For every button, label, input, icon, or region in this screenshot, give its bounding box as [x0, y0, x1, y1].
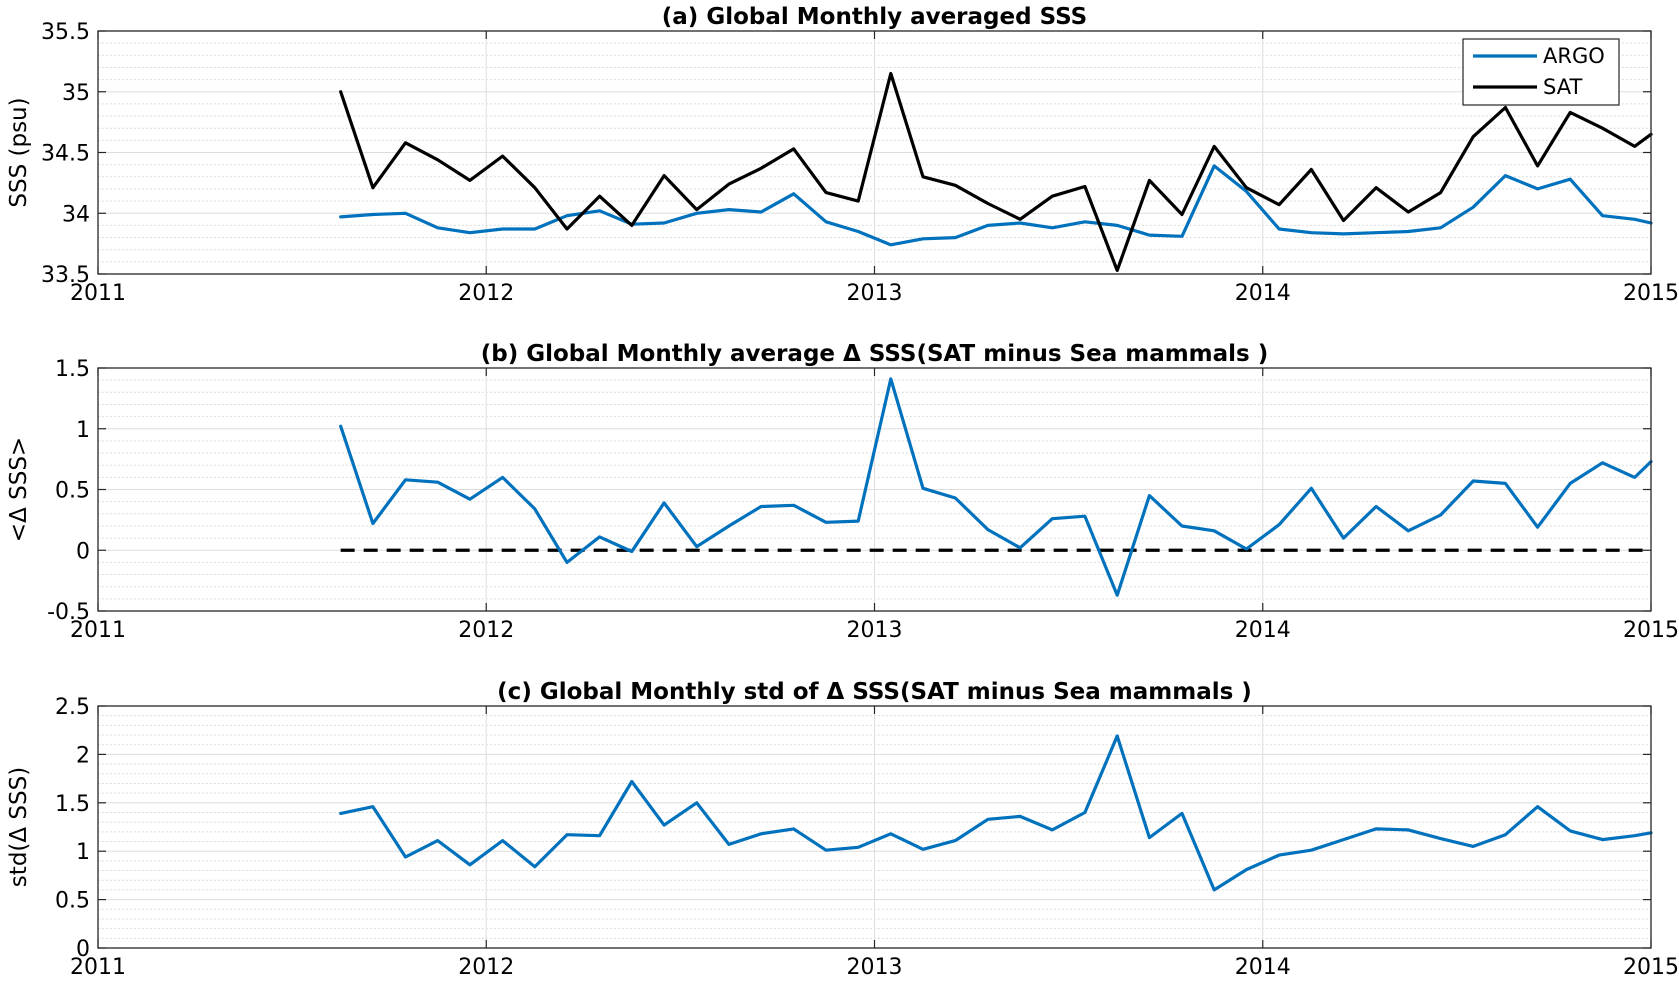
legend: ARGO SAT: [1462, 38, 1620, 106]
x-tick-label: 2015: [1623, 618, 1679, 643]
x-tick-label: 2013: [847, 281, 903, 306]
x-tick-label: 2012: [458, 618, 514, 643]
y-tick-label: 33.5: [41, 263, 90, 288]
x-tick-label: 2011: [70, 955, 126, 980]
y-tick-label: 35: [62, 81, 90, 106]
series-line-argo: [339, 164, 1653, 247]
y-tick-label: 0: [76, 937, 90, 962]
y-axis-label: <Δ SSS>: [6, 437, 32, 542]
y-tick-label: 0.5: [55, 889, 90, 914]
x-tick-label: 2014: [1235, 618, 1291, 643]
x-tick-label: 2014: [1235, 955, 1291, 980]
x-tick-label: 2012: [458, 281, 514, 306]
x-tick-label: 2011: [70, 281, 126, 306]
y-tick-label: 34: [62, 202, 90, 227]
y-tick-label: -0.5: [47, 600, 90, 625]
y-axis-label: std(Δ SSS): [6, 767, 32, 887]
panel-a: 2011 2012 2013 2014 2015 33.5 34 34.5 35 35.5 (a) …: [6, 4, 1679, 306]
y-tick-label: 0.5: [55, 479, 90, 504]
y-tick-label: 1.5: [55, 357, 90, 382]
y-tick-label: 1: [76, 418, 90, 443]
legend-entry-sat: SAT: [1543, 75, 1582, 99]
x-tick-label: 2014: [1235, 281, 1291, 306]
y-tick-label: 1.5: [55, 792, 90, 817]
legend-entry-argo: ARGO: [1543, 44, 1605, 68]
chart-title: (b) Global Monthly average Δ SSS(SAT min…: [481, 341, 1269, 367]
y-tick-label: 2: [76, 743, 90, 768]
series-line-0: [339, 377, 1653, 597]
y-axis-label: SSS (psu): [6, 97, 32, 207]
panel-b: 2011 2012 2013 2014 2015 -0.5 0 0.5 1 1.5 (b) Glob…: [6, 341, 1679, 643]
y-tick-label: 2.5: [55, 695, 90, 720]
y-tick-label: 35.5: [41, 20, 90, 45]
chart-title: (a) Global Monthly averaged SSS: [662, 4, 1087, 30]
x-tick-label: 2015: [1623, 281, 1679, 306]
y-tick-label: 0: [76, 539, 90, 564]
legend-box: [1462, 38, 1620, 106]
x-tick-label: 2013: [847, 955, 903, 980]
series-line-0: [339, 734, 1653, 892]
series-line-sat: [339, 71, 1653, 272]
x-tick-label: 2013: [847, 618, 903, 643]
y-tick-label: 1: [76, 840, 90, 865]
y-tick-label: 34.5: [41, 142, 90, 167]
x-tick-label: 2011: [70, 618, 126, 643]
x-tick-label: 2015: [1623, 955, 1679, 980]
x-tick-label: 2012: [458, 955, 514, 980]
panel-c: 2011 2012 2013 2014 2015 0 0.5 1 1.5 2 2.5 (c) Glob…: [6, 679, 1679, 980]
chart-title: (c) Global Monthly std of Δ SSS(SAT minu…: [497, 679, 1252, 705]
